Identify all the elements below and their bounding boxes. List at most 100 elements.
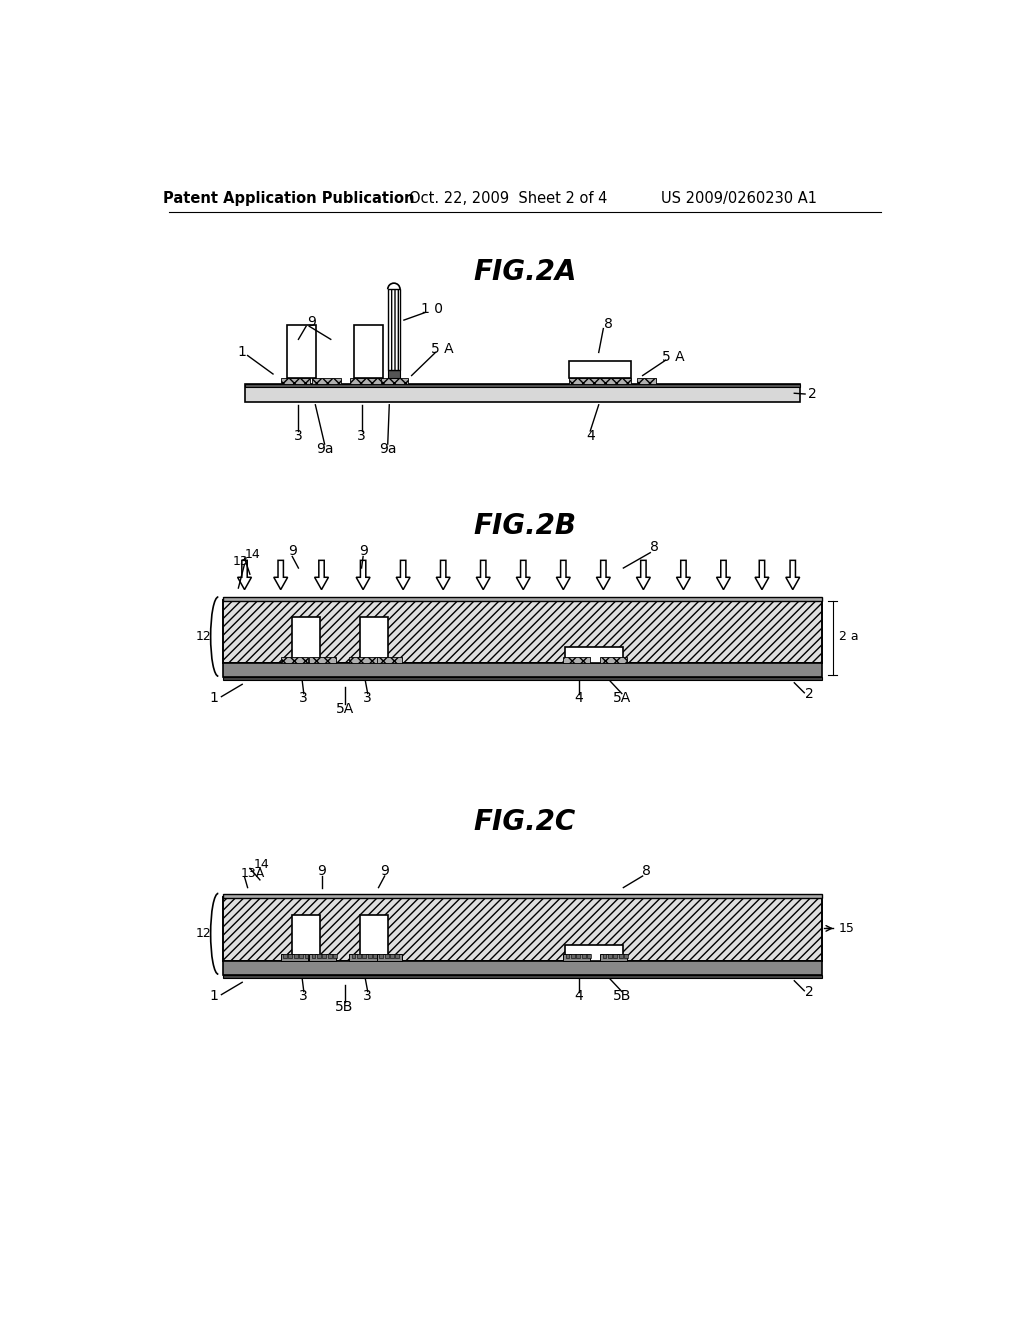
Bar [245,384,801,401]
Bar [350,378,382,384]
Text: 5A: 5A [612,692,631,705]
Text: 13: 13 [233,556,249,569]
Bar [223,974,822,978]
Text: 3: 3 [364,692,372,705]
Bar [351,954,355,958]
Bar [223,597,822,601]
Bar [377,656,401,663]
Bar [569,360,631,378]
Bar [357,954,360,958]
Bar [379,954,383,958]
Bar [600,656,628,663]
Bar [311,954,315,958]
Bar [223,663,822,677]
Bar [360,915,388,961]
Bar [618,954,623,958]
Text: 9: 9 [307,314,316,329]
Text: 8: 8 [603,317,612,331]
Polygon shape [273,561,288,590]
Polygon shape [436,561,451,590]
Bar [577,954,581,958]
Polygon shape [677,561,690,590]
Polygon shape [314,561,329,590]
Bar [316,954,321,958]
Bar [385,954,388,958]
Bar [223,896,822,961]
Bar [587,954,591,958]
Bar [565,954,569,958]
Bar [563,656,590,663]
Polygon shape [637,561,650,590]
Text: 1 0: 1 0 [422,301,443,315]
Bar [223,961,822,974]
Bar [563,954,590,961]
Text: Oct. 22, 2009  Sheet 2 of 4: Oct. 22, 2009 Sheet 2 of 4 [409,191,607,206]
Text: 12: 12 [196,927,211,940]
Polygon shape [476,561,490,590]
Text: 5B: 5B [612,989,631,1003]
Bar [388,289,400,370]
Text: 4: 4 [586,429,595,442]
Bar [328,954,332,958]
Text: 9: 9 [380,863,389,878]
Bar [602,954,606,958]
Bar [388,370,400,378]
Bar [323,954,326,958]
Bar [281,656,307,663]
Bar [637,378,656,384]
Text: 8: 8 [649,540,658,554]
Text: 2: 2 [805,686,814,701]
Text: 8: 8 [642,863,651,878]
Text: US 2009/0260230 A1: US 2009/0260230 A1 [660,191,817,206]
Polygon shape [596,561,610,590]
Text: FIG.2C: FIG.2C [474,808,575,836]
Bar [349,656,379,663]
Bar [309,954,336,961]
Text: 4: 4 [574,692,583,705]
Bar [362,954,367,958]
Text: FIG.2B: FIG.2B [473,512,577,540]
Bar [600,954,628,961]
Bar [565,945,623,961]
Text: 14: 14 [245,548,260,561]
Text: 3: 3 [299,989,308,1003]
Polygon shape [238,561,252,590]
Text: 3: 3 [364,989,372,1003]
Polygon shape [516,561,530,590]
Text: 3: 3 [299,692,308,705]
Text: 13A: 13A [241,867,265,880]
Text: 1: 1 [209,692,218,705]
Text: 12: 12 [196,630,211,643]
Bar [289,954,292,958]
Bar [608,954,611,958]
Polygon shape [556,561,570,590]
Polygon shape [717,561,730,590]
Bar [311,378,341,384]
Text: 2: 2 [808,387,817,401]
Text: 15: 15 [839,921,855,935]
Bar [569,378,631,384]
Bar [354,326,383,378]
Bar [287,326,316,378]
Bar [292,915,319,961]
Text: 4: 4 [574,989,583,1003]
Polygon shape [356,561,370,590]
Bar [223,601,822,663]
Bar [245,384,801,387]
Bar [223,894,822,898]
Bar [281,378,310,384]
Bar [281,954,307,961]
Bar [299,954,303,958]
Bar [395,954,399,958]
Text: FIG.2A: FIG.2A [473,259,577,286]
Text: 3: 3 [294,429,303,442]
Polygon shape [785,561,800,590]
Text: 9a: 9a [379,442,396,455]
Bar [390,954,394,958]
Bar [377,954,401,961]
Bar [292,616,319,663]
Text: 9: 9 [358,544,368,558]
Text: 9: 9 [317,863,326,878]
Text: 2: 2 [805,985,814,998]
Bar [349,954,379,961]
